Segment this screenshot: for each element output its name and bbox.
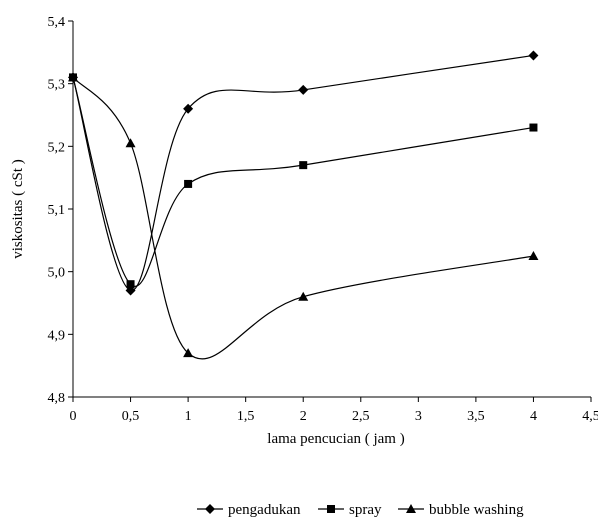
legend-marker	[406, 504, 416, 513]
legend: pengadukan spray bubble washing	[197, 502, 524, 518]
series-square	[69, 73, 538, 289]
legend-item: pengadukan	[197, 502, 301, 518]
y-tick-label: 4,8	[48, 391, 66, 406]
data-point	[183, 348, 194, 358]
series-line	[72, 54, 534, 292]
data-point	[529, 123, 538, 132]
series-triangle	[68, 72, 539, 360]
legend-marker	[327, 505, 335, 513]
x-axis-title: lama pencucian ( jam )	[267, 431, 404, 447]
data-point	[298, 84, 309, 95]
x-tick-label: 0	[70, 409, 77, 424]
data-point	[299, 161, 308, 170]
data-point	[126, 280, 135, 289]
legend-item: bubble washing	[398, 502, 524, 518]
y-axis-title: viskositas ( cSt )	[10, 159, 26, 259]
series-group	[68, 50, 539, 360]
data-point	[68, 72, 78, 82]
x-tick-label: 3,5	[467, 409, 485, 424]
data-point	[184, 179, 193, 188]
y-tick-label: 5,1	[48, 203, 66, 218]
legend-label: bubble washing	[429, 502, 524, 518]
legend-marker	[205, 504, 215, 514]
x-tick-label: 4	[530, 409, 537, 424]
y-tick-label: 5,2	[48, 140, 66, 155]
x-tick-label: 3	[415, 409, 422, 424]
legend-label: spray	[349, 502, 382, 518]
x-tick-label: 2,5	[352, 409, 370, 424]
y-tick-label: 5,3	[48, 78, 66, 93]
y-tick-label: 5,0	[48, 266, 66, 281]
x-tick-label: 4,5	[582, 409, 598, 424]
legend-label: pengadukan	[228, 502, 301, 518]
data-point	[298, 291, 309, 301]
data-point	[528, 251, 539, 260]
data-point	[125, 138, 136, 148]
series-diamond	[68, 50, 539, 296]
data-point	[528, 50, 539, 61]
axes: 4,8 4,9 5,0 5,1 5,2 5,3 5,4 0 0,5 1 1,5 2 2,5 3 3,5 4 4,…	[10, 15, 598, 447]
x-tick-label: 0,5	[122, 409, 140, 424]
data-point	[183, 103, 194, 114]
y-tick-label: 4,9	[48, 328, 66, 343]
y-tick-label: 5,4	[48, 15, 66, 30]
series-line	[72, 76, 534, 360]
x-tick-label: 2	[300, 409, 307, 424]
x-tick-label: 1,5	[237, 409, 255, 424]
x-tick-label: 1	[185, 409, 192, 424]
legend-item: spray	[318, 502, 382, 518]
